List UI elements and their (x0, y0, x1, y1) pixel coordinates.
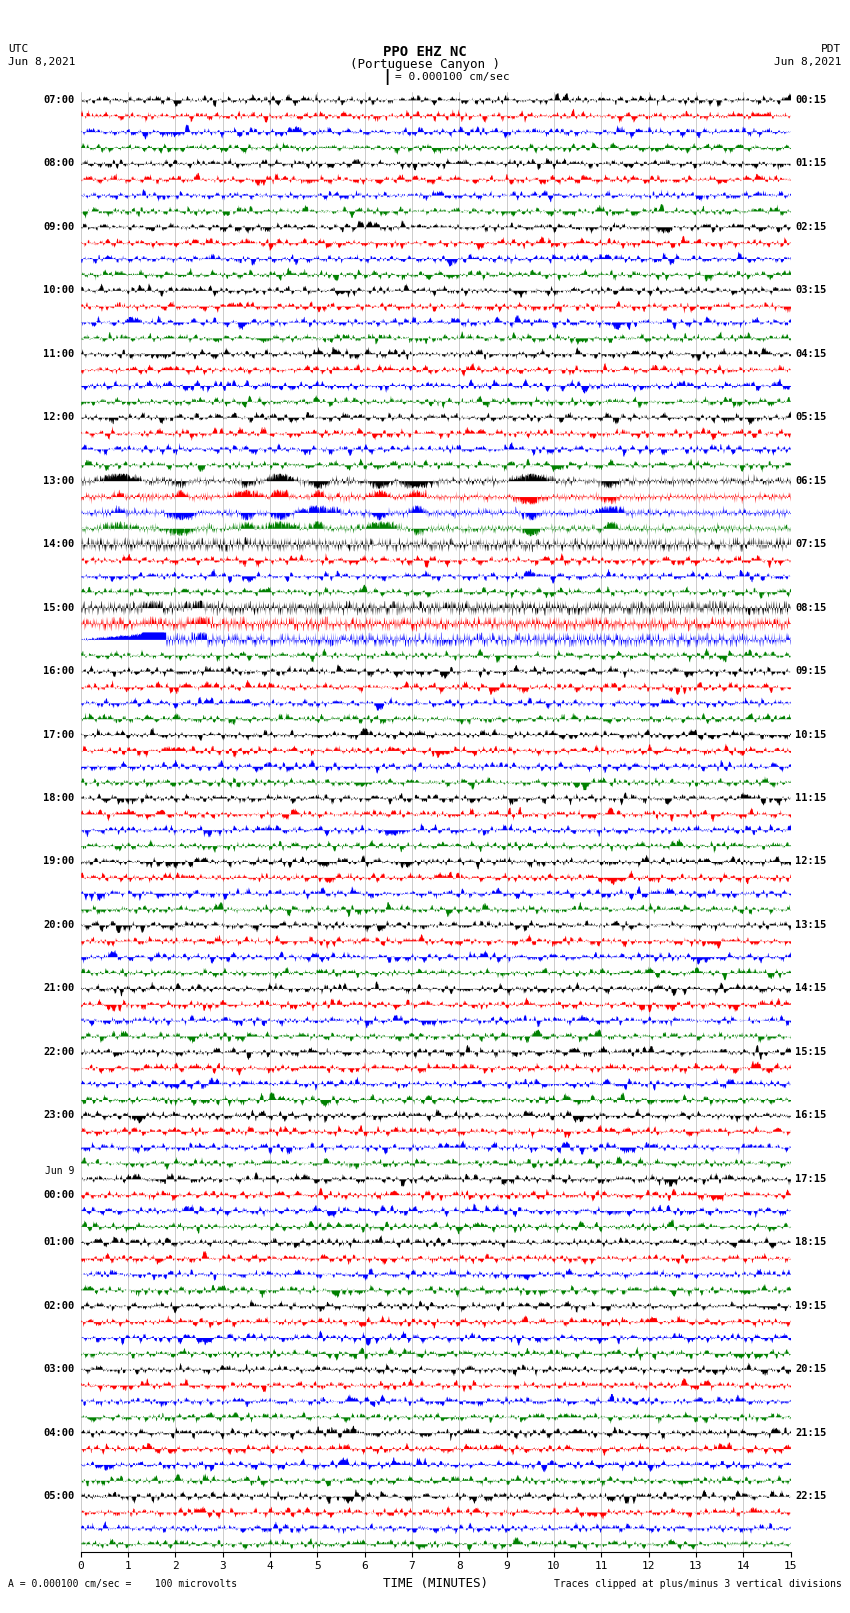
Text: 04:00: 04:00 (43, 1428, 74, 1437)
Text: UTC: UTC (8, 44, 29, 53)
Text: 04:15: 04:15 (796, 348, 826, 358)
Text: 20:00: 20:00 (43, 919, 74, 931)
Text: 21:00: 21:00 (43, 984, 74, 994)
Text: 07:15: 07:15 (796, 539, 826, 548)
Text: 16:00: 16:00 (43, 666, 74, 676)
Text: 02:15: 02:15 (796, 223, 826, 232)
Text: 20:15: 20:15 (796, 1365, 826, 1374)
Text: Traces clipped at plus/minus 3 vertical divisions: Traces clipped at plus/minus 3 vertical … (553, 1579, 842, 1589)
Text: 18:15: 18:15 (796, 1237, 826, 1247)
Text: 16:15: 16:15 (796, 1110, 826, 1121)
Text: |: | (382, 69, 391, 85)
Text: 07:00: 07:00 (43, 95, 74, 105)
Text: Jun 8,2021: Jun 8,2021 (8, 56, 76, 66)
Text: 05:15: 05:15 (796, 413, 826, 423)
Text: 08:15: 08:15 (796, 603, 826, 613)
Text: 21:15: 21:15 (796, 1428, 826, 1437)
Text: 14:15: 14:15 (796, 984, 826, 994)
Text: Jun 8,2021: Jun 8,2021 (774, 56, 842, 66)
Text: 23:00: 23:00 (43, 1110, 74, 1121)
Text: 10:00: 10:00 (43, 286, 74, 295)
Text: 19:15: 19:15 (796, 1300, 826, 1311)
Text: PDT: PDT (821, 44, 842, 53)
Text: PPO EHZ NC: PPO EHZ NC (383, 45, 467, 58)
Text: 09:15: 09:15 (796, 666, 826, 676)
Text: 19:00: 19:00 (43, 857, 74, 866)
X-axis label: TIME (MINUTES): TIME (MINUTES) (383, 1578, 488, 1590)
Text: 03:15: 03:15 (796, 286, 826, 295)
Text: 02:00: 02:00 (43, 1300, 74, 1311)
Text: = 0.000100 cm/sec: = 0.000100 cm/sec (395, 73, 510, 82)
Text: 01:00: 01:00 (43, 1237, 74, 1247)
Text: 01:15: 01:15 (796, 158, 826, 168)
Text: A = 0.000100 cm/sec =    100 microvolts: A = 0.000100 cm/sec = 100 microvolts (8, 1579, 238, 1589)
Text: 15:00: 15:00 (43, 603, 74, 613)
Text: 08:00: 08:00 (43, 158, 74, 168)
Text: 22:00: 22:00 (43, 1047, 74, 1057)
Text: 03:00: 03:00 (43, 1365, 74, 1374)
Text: 11:15: 11:15 (796, 794, 826, 803)
Text: 17:15: 17:15 (796, 1174, 826, 1184)
Text: 13:15: 13:15 (796, 919, 826, 931)
Text: 13:00: 13:00 (43, 476, 74, 486)
Text: 14:00: 14:00 (43, 539, 74, 548)
Text: (Portuguese Canyon ): (Portuguese Canyon ) (350, 58, 500, 71)
Text: Jun 9: Jun 9 (45, 1166, 74, 1176)
Text: 18:00: 18:00 (43, 794, 74, 803)
Text: 00:00: 00:00 (43, 1190, 74, 1200)
Text: 09:00: 09:00 (43, 223, 74, 232)
Text: 10:15: 10:15 (796, 729, 826, 739)
Text: 15:15: 15:15 (796, 1047, 826, 1057)
Text: 12:15: 12:15 (796, 857, 826, 866)
Text: 12:00: 12:00 (43, 413, 74, 423)
Text: 05:00: 05:00 (43, 1490, 74, 1502)
Text: 22:15: 22:15 (796, 1490, 826, 1502)
Text: 17:00: 17:00 (43, 729, 74, 739)
Text: 06:15: 06:15 (796, 476, 826, 486)
Text: 11:00: 11:00 (43, 348, 74, 358)
Text: 00:15: 00:15 (796, 95, 826, 105)
